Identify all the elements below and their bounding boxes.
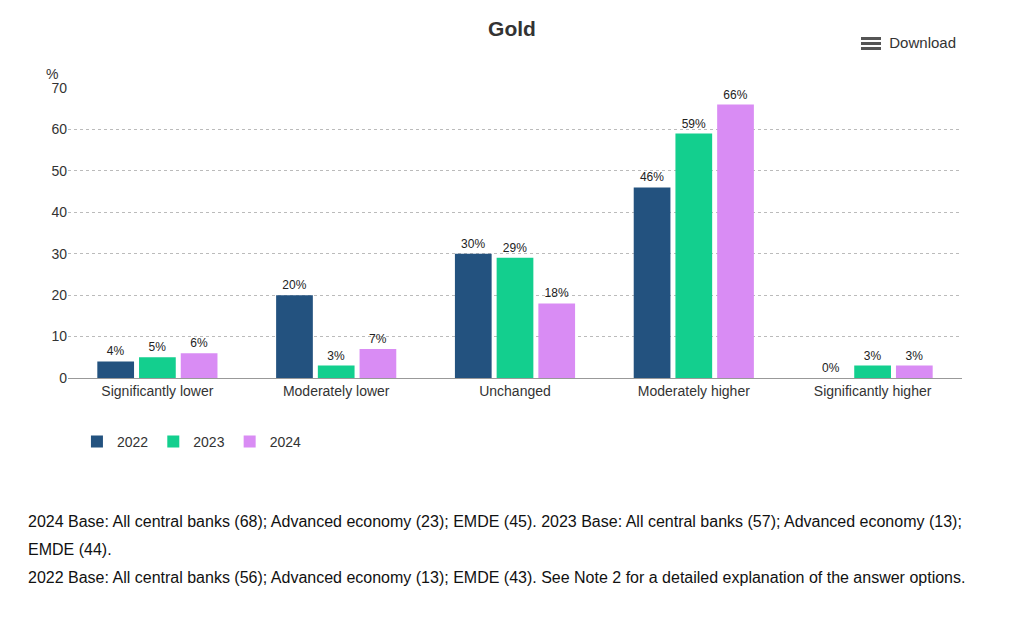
svg-text:4%: 4% [107, 344, 125, 358]
svg-text:2023: 2023 [193, 434, 224, 450]
html-text:2022 Base: All central banks (: 2022 Base: All central banks (56); Advan… [28, 569, 966, 586]
svg-text:3%: 3% [327, 349, 345, 363]
svg-text:10: 10 [51, 328, 67, 344]
svg-text:46%: 46% [640, 170, 664, 184]
svg-text:30: 30 [51, 246, 67, 262]
svg-text:Significantly lower: Significantly lower [101, 383, 213, 399]
svg-text:6%: 6% [190, 336, 208, 350]
svg-text:40: 40 [51, 204, 67, 220]
svg-text:29%: 29% [503, 241, 527, 255]
svg-text:30%: 30% [461, 237, 485, 251]
svg-text:Moderately higher: Moderately higher [638, 383, 750, 399]
svg-text:7%: 7% [369, 332, 387, 346]
html-text:2024 Base: All central banks (: 2024 Base: All central banks (68); Advan… [28, 513, 962, 558]
svg-text:50: 50 [51, 163, 67, 179]
svg-text:66%: 66% [723, 88, 747, 102]
svg-text:%: % [46, 66, 58, 82]
svg-text:Gold: Gold [488, 17, 536, 40]
svg-text:20%: 20% [282, 278, 306, 292]
svg-text:3%: 3% [905, 349, 923, 363]
svg-text:59%: 59% [682, 117, 706, 131]
svg-text:0: 0 [59, 370, 67, 386]
svg-text:2022: 2022 [117, 434, 148, 450]
svg-text:Unchanged: Unchanged [479, 383, 551, 399]
svg-text:0%: 0% [822, 361, 840, 375]
html-text:Download: Download [889, 34, 956, 51]
svg-text:3%: 3% [864, 349, 882, 363]
svg-text:70: 70 [51, 80, 67, 96]
svg-text:Significantly higher: Significantly higher [814, 383, 932, 399]
svg-text:2024: 2024 [270, 434, 301, 450]
svg-text:5%: 5% [149, 340, 167, 354]
svg-text:18%: 18% [545, 286, 569, 300]
svg-text:Moderately lower: Moderately lower [283, 383, 390, 399]
svg-text:60: 60 [51, 121, 67, 137]
svg-text:20: 20 [51, 287, 67, 303]
